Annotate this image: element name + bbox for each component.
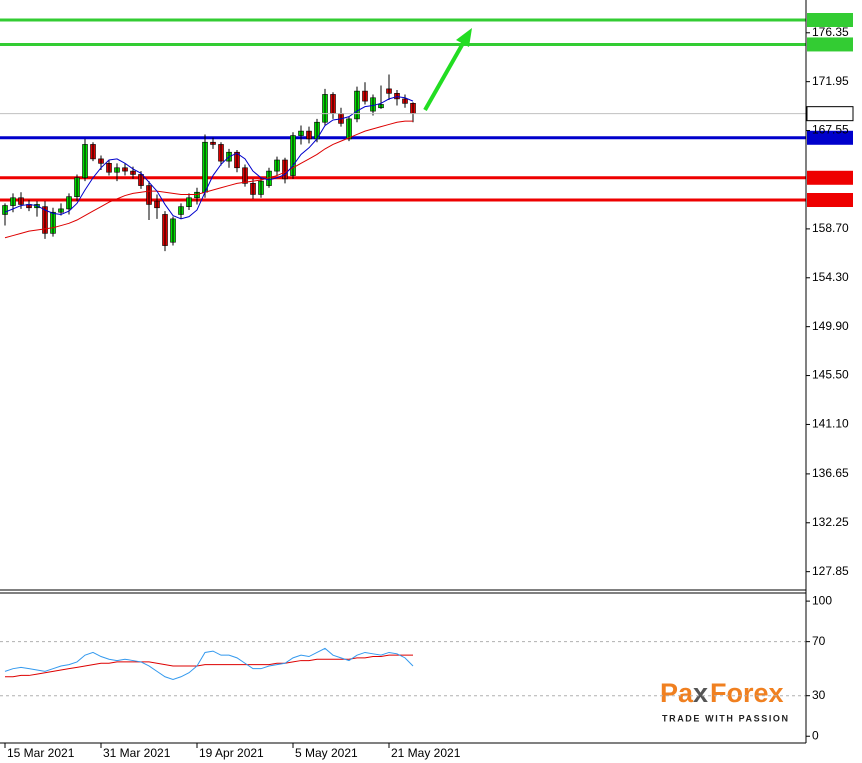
- watermark: Pa x Forex TRADE WITH PASSION: [660, 678, 790, 723]
- y-tick-label: 132.25: [812, 515, 849, 529]
- arrow: [423, 37, 468, 111]
- arrow-head: [456, 28, 472, 47]
- y-tick-label: 167.55: [812, 123, 849, 137]
- x-tick-label: 15 Mar 2021: [7, 746, 75, 760]
- x-tick-label: 31 Mar 2021: [103, 746, 171, 760]
- y-tick-label: 171.95: [812, 74, 849, 88]
- y-tick-label: 70: [812, 634, 826, 648]
- y-tick-label: 176.35: [812, 25, 849, 39]
- y-tick-label: 145.50: [812, 368, 849, 382]
- level-box: [807, 130, 853, 145]
- level-box: [807, 37, 853, 52]
- indicator-line: [4, 647, 414, 681]
- indicator-line: [4, 120, 413, 239]
- brand-a: Pa: [660, 678, 694, 708]
- y-tick-label: 141.10: [812, 417, 849, 431]
- x-tick-label: 5 May 2021: [295, 746, 358, 760]
- level-box: [807, 193, 853, 207]
- x-tick-label: 21 May 2021: [391, 746, 461, 760]
- x-tick-label: 19 Apr 2021: [199, 746, 264, 760]
- y-tick-label: 149.90: [812, 319, 849, 333]
- y-tick-label: 127.85: [812, 564, 849, 578]
- brand-x: x: [693, 678, 708, 708]
- brand-b: Forex: [710, 678, 784, 708]
- y-tick-label: 154.30: [812, 270, 849, 284]
- y-tick-label: 100: [812, 593, 832, 607]
- level-box: [807, 13, 853, 27]
- y-tick-label: 30: [812, 688, 826, 702]
- tagline: TRADE WITH PASSION: [662, 713, 790, 723]
- y-tick-label: 136.65: [812, 466, 849, 480]
- y-tick-label: 158.70: [812, 221, 849, 235]
- last-price-box: [806, 106, 854, 122]
- indicator-line: [4, 96, 414, 220]
- y-tick-label: 0: [812, 728, 819, 742]
- level-box: [807, 170, 853, 185]
